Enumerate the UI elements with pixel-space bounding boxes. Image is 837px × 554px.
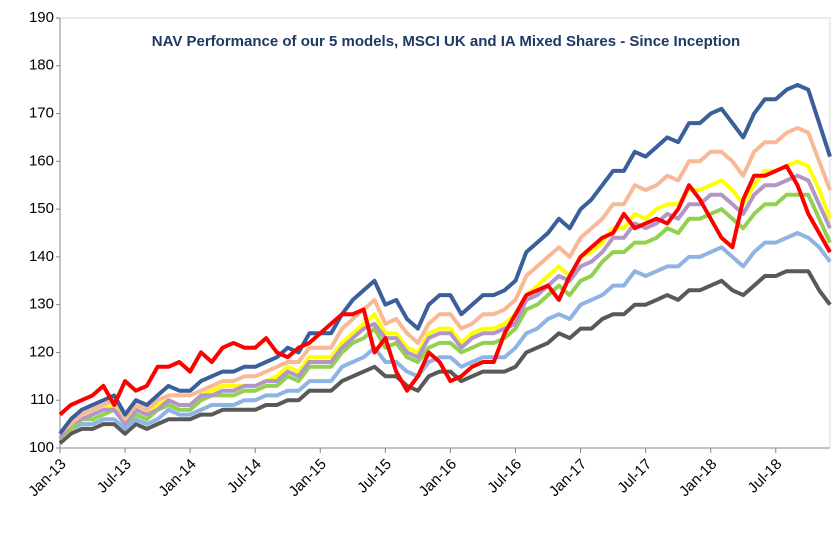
series-line — [58, 192, 832, 440]
x-tick-label: Jul-18 — [744, 456, 785, 497]
series-line — [58, 231, 832, 440]
x-tick-label: Jul-16 — [484, 456, 525, 497]
chart-title: NAV Performance of our 5 models, MSCI UK… — [152, 33, 740, 50]
y-tick-label: 100 — [29, 439, 54, 456]
y-tick-label: 150 — [29, 200, 54, 217]
x-tick-label: Jul-13 — [94, 456, 135, 497]
x-tick-label: Jul-17 — [614, 456, 655, 497]
x-tick-label: Jan-15 — [285, 456, 329, 500]
y-tick-label: 120 — [29, 343, 54, 360]
x-tick-label: Jan-13 — [25, 456, 69, 500]
series-line — [58, 82, 832, 435]
y-tick-label: 160 — [29, 152, 54, 169]
x-tick-label: Jan-17 — [546, 456, 590, 500]
y-tick-label: 170 — [29, 105, 54, 122]
plot-frame — [59, 17, 831, 449]
x-tick-label: Jul-14 — [224, 456, 265, 497]
y-tick-label: 180 — [29, 57, 54, 74]
x-tick-label: Jan-14 — [155, 456, 199, 500]
y-tick-label: 130 — [29, 296, 54, 313]
series-line — [58, 164, 832, 417]
series-line — [58, 173, 832, 440]
x-tick-label: Jul-15 — [354, 456, 395, 497]
y-tick-label: 110 — [30, 391, 54, 408]
x-tick-label: Jan-16 — [416, 456, 460, 500]
y-tick-label: 190 — [29, 9, 54, 26]
x-tick-label: Jan-18 — [676, 456, 720, 500]
y-tick-label: 140 — [29, 248, 54, 265]
series-line — [58, 125, 832, 436]
